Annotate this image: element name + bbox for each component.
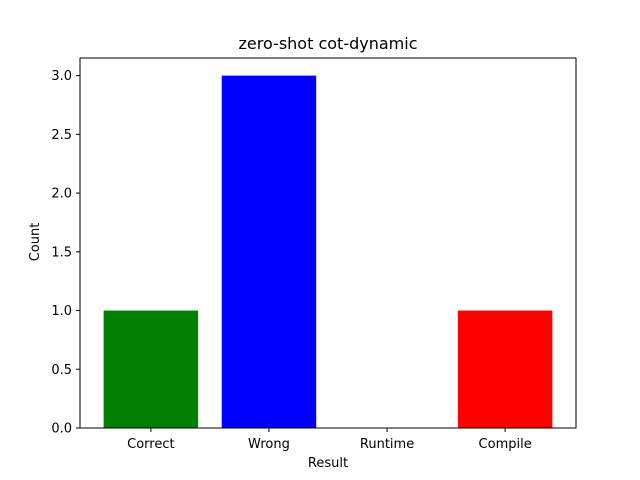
y-tick-label: 0.5 (51, 363, 72, 378)
y-axis-label: Count (28, 223, 43, 262)
bar-compile (457, 310, 553, 428)
plot-area: Correct Wrong Runtime Compile 0.0 0.5 1.0 1.5 2.… (51, 57, 577, 452)
y-tick-label: 0.0 (51, 422, 72, 437)
x-tick-label: Correct (127, 437, 174, 452)
y-tick-label: 1.5 (51, 245, 72, 260)
x-tick-label: Runtime (360, 437, 414, 452)
bar-correct (103, 310, 199, 428)
x-axis-label: Result (308, 456, 348, 471)
x-tick-label: Compile (479, 437, 532, 452)
y-tick-label: 1.0 (51, 304, 72, 319)
y-tick-label: 2.5 (51, 128, 72, 143)
x-tick-label: Wrong (248, 437, 290, 452)
bar-wrong (221, 75, 317, 428)
chart-title: zero-shot cot-dynamic (239, 34, 418, 53)
y-tick-label: 3.0 (51, 69, 72, 84)
axes-frame (79, 57, 577, 429)
y-tick-label: 2.0 (51, 187, 72, 202)
